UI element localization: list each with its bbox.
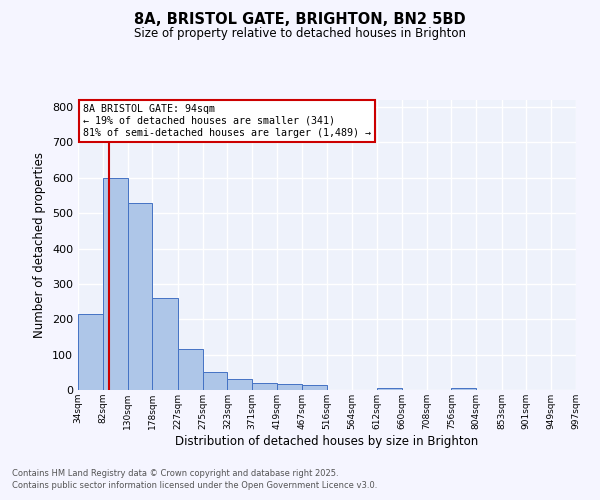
Bar [128, 202, 152, 390]
Bar [451, 388, 476, 390]
Y-axis label: Number of detached properties: Number of detached properties [34, 152, 46, 338]
Text: 8A BRISTOL GATE: 94sqm
← 19% of detached houses are smaller (341)
81% of semi-de: 8A BRISTOL GATE: 94sqm ← 19% of detached… [83, 104, 371, 138]
Bar [103, 178, 128, 390]
Bar [302, 386, 327, 390]
Text: 8A, BRISTOL GATE, BRIGHTON, BN2 5BD: 8A, BRISTOL GATE, BRIGHTON, BN2 5BD [134, 12, 466, 28]
Bar [252, 383, 277, 390]
Bar [277, 384, 302, 390]
Bar [152, 298, 178, 390]
Text: Contains HM Land Registry data © Crown copyright and database right 2025.: Contains HM Land Registry data © Crown c… [12, 468, 338, 477]
Bar [78, 314, 103, 390]
Text: Size of property relative to detached houses in Brighton: Size of property relative to detached ho… [134, 28, 466, 40]
Bar [227, 380, 252, 390]
X-axis label: Distribution of detached houses by size in Brighton: Distribution of detached houses by size … [175, 434, 479, 448]
Bar [203, 372, 227, 390]
Bar [377, 388, 402, 390]
Text: Contains public sector information licensed under the Open Government Licence v3: Contains public sector information licen… [12, 481, 377, 490]
Bar [178, 348, 203, 390]
